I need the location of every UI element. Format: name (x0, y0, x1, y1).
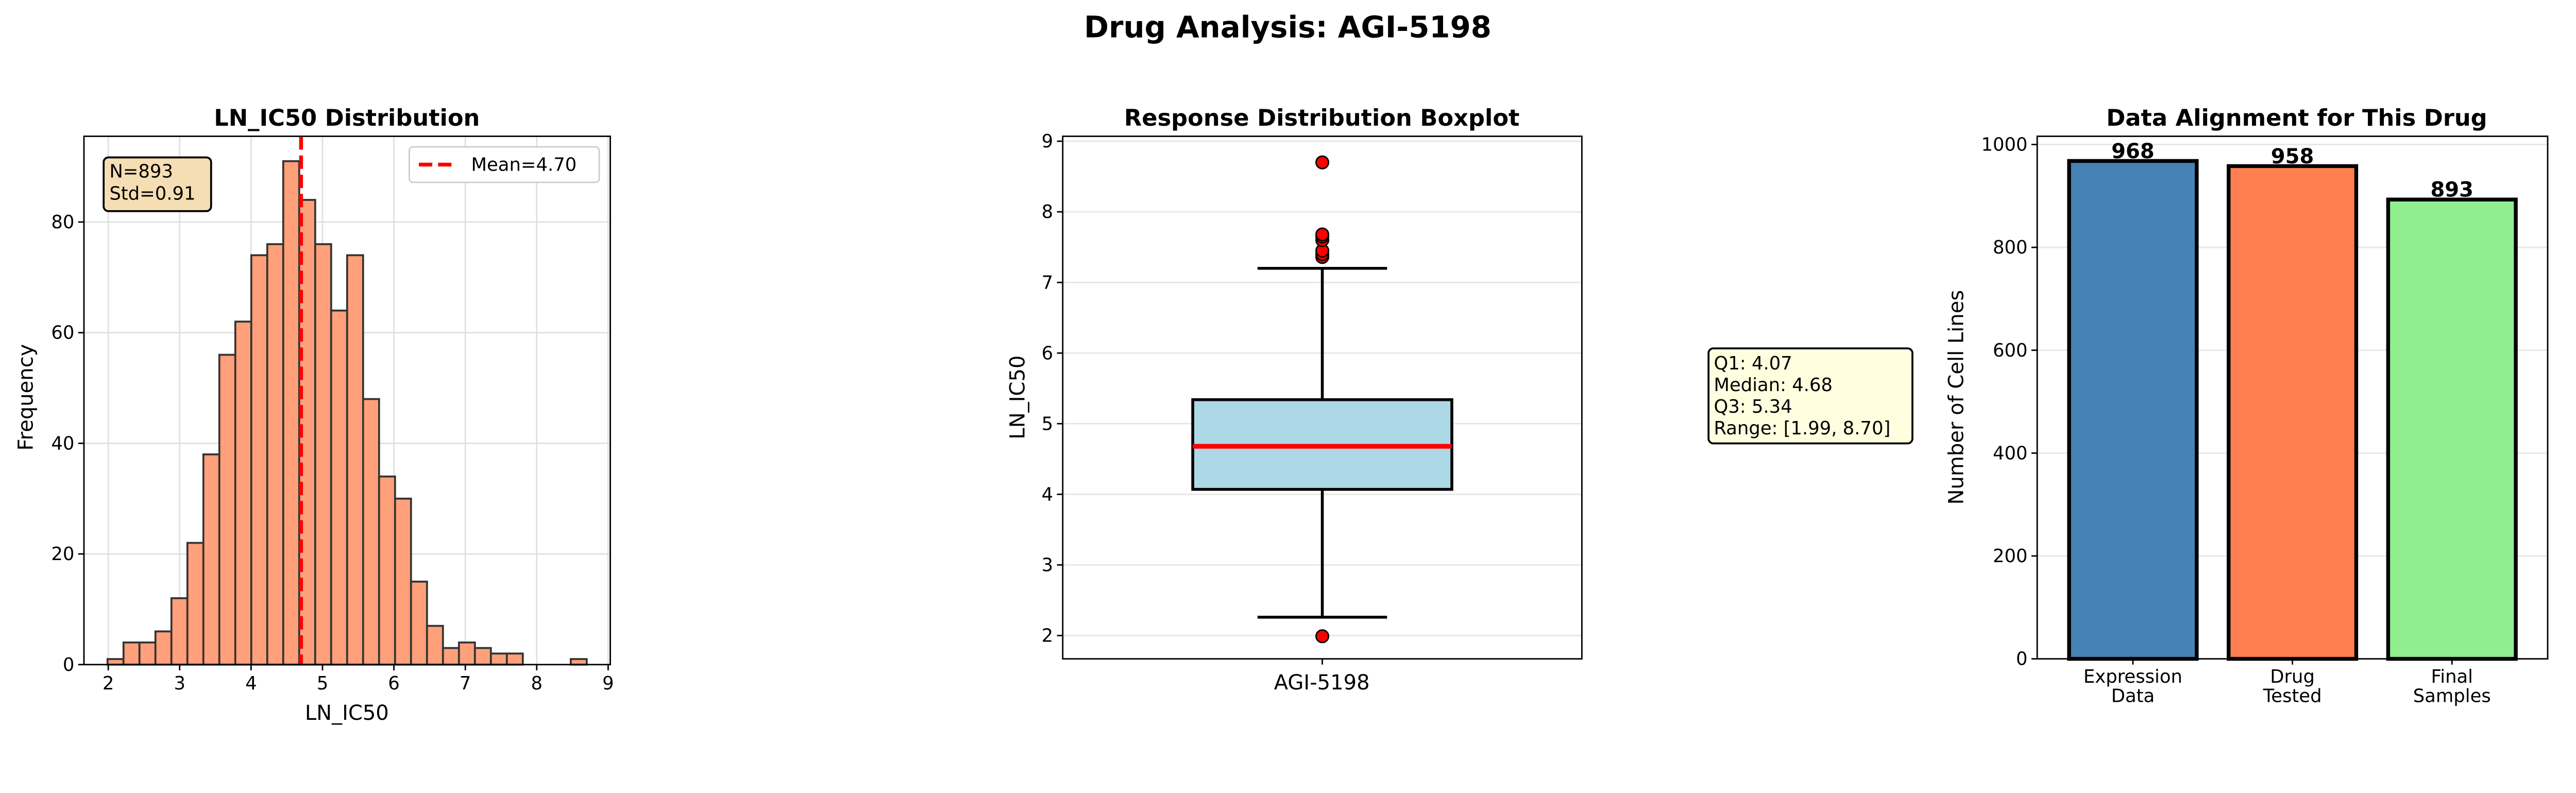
histogram-bar (266, 243, 284, 666)
boxplot-title: Response Distribution Boxplot (1124, 105, 1520, 131)
bar-ylabel: Number of Cell Lines (1945, 290, 1969, 505)
x-tick-label: 7 (460, 673, 471, 694)
histogram-bar (154, 630, 173, 666)
stats-annotation-text: Range: [1.99, 8.70] (1714, 418, 1890, 439)
stats-annotation-text: Q1: 4.07 (1714, 353, 1792, 374)
x-tick-label: 8 (531, 673, 543, 694)
stats-annotation-text: Median: 4.68 (1714, 375, 1833, 396)
y-tick-label: 9 (1042, 131, 1054, 152)
x-tick-label: Data (2111, 685, 2155, 706)
histogram-bar (234, 320, 252, 666)
histogram-bar (170, 597, 189, 666)
x-tick-label: Tested (2263, 685, 2322, 706)
y-tick-label: 6 (1042, 343, 1054, 364)
axes-frame (1062, 136, 1583, 660)
histogram-bar (330, 309, 348, 666)
histogram-bar (473, 647, 492, 666)
x-tick-label: 3 (174, 673, 185, 694)
x-tick-label: 2 (103, 673, 114, 694)
legend (408, 146, 600, 183)
stats-text: N=893 (109, 161, 173, 182)
histogram-ylabel: Frequency (14, 344, 38, 451)
stats-text: Std=0.91 (109, 183, 195, 204)
histogram-bar (394, 497, 412, 666)
histogram-bar (426, 625, 444, 666)
bar (2386, 197, 2518, 661)
x-tick-label: Samples (2413, 685, 2491, 706)
axes-frame (83, 136, 611, 666)
stats-box (103, 156, 212, 212)
x-tick-label: 5 (317, 673, 329, 694)
y-tick-label: 4 (1042, 484, 1054, 505)
histogram-bar (186, 542, 205, 666)
boxplot-panel: Response Distribution Boxplot LN_IC50 AG… (1006, 105, 1913, 695)
outlier-point (1315, 629, 1330, 644)
x-tick-label: 9 (602, 673, 614, 694)
x-tick-label: 6 (388, 673, 400, 694)
histogram-xlabel: LN_IC50 (305, 701, 389, 725)
y-tick-label: 40 (51, 433, 74, 454)
histogram-bar (218, 353, 236, 666)
x-tick-label: Final (2431, 666, 2473, 687)
x-tick-label: Drug (2270, 666, 2315, 687)
figure: Drug Analysis: AGI-5198 LN_IC50 Distribu… (14, 10, 2549, 725)
histogram-bar (122, 641, 141, 666)
y-tick-label: 400 (1993, 443, 2028, 464)
x-tick-label: Expression (2083, 666, 2182, 687)
y-tick-label: 0 (2016, 649, 2028, 670)
y-tick-label: 8 (1042, 201, 1054, 223)
y-tick-label: 20 (51, 544, 74, 565)
y-tick-label: 80 (51, 212, 74, 233)
histogram-bar (106, 658, 125, 666)
histogram-bar (442, 647, 460, 666)
y-tick-label: 0 (63, 654, 75, 676)
histogram-bar (505, 652, 524, 666)
legend-label: Mean=4.70 (471, 155, 577, 176)
histogram-bar (457, 641, 476, 666)
axes-frame (2036, 136, 2549, 660)
bar (2227, 164, 2359, 661)
histogram-bar (282, 160, 300, 666)
histogram-bar (489, 652, 508, 666)
bar-panel: Data Alignment for This Drug Number of C… (1945, 105, 2549, 706)
bar (2067, 159, 2199, 661)
bar-value-label: 893 (2430, 178, 2473, 202)
y-tick-label: 1000 (1981, 134, 2027, 156)
y-tick-label: 60 (51, 323, 74, 344)
boxplot-category-label: AGI-5198 (1274, 671, 1370, 695)
y-tick-label: 5 (1042, 413, 1054, 434)
outlier-point (1315, 155, 1330, 170)
histogram-bar (202, 453, 221, 666)
histogram-bar (378, 475, 396, 666)
histogram-title: LN_IC50 Distribution (214, 105, 480, 131)
boxplot-ylabel: LN_IC50 (1006, 356, 1029, 440)
y-tick-label: 7 (1042, 272, 1054, 293)
y-tick-label: 3 (1042, 554, 1054, 576)
y-tick-label: 600 (1993, 340, 2028, 361)
x-tick-label: 4 (245, 673, 257, 694)
stats-annotation-box (1707, 347, 1913, 445)
histogram-bar (362, 398, 380, 666)
histogram-bar (314, 243, 332, 666)
y-tick-label: 2 (1042, 626, 1054, 647)
stats-annotation-text: Q3: 5.34 (1714, 396, 1792, 417)
histogram-bar (138, 641, 157, 666)
outlier-point (1315, 227, 1330, 242)
figure-title: Drug Analysis: AGI-5198 (1084, 10, 1492, 45)
histogram-panel: LN_IC50 Distribution LN_IC50 Frequency 2… (14, 105, 614, 725)
histogram-bar (569, 658, 588, 666)
y-tick-label: 200 (1993, 546, 2028, 567)
histogram-bar (250, 254, 268, 666)
histogram-bar (410, 580, 428, 666)
bar-value-label: 958 (2271, 145, 2314, 168)
bar-title: Data Alignment for This Drug (2106, 105, 2487, 131)
histogram-bar (346, 254, 364, 666)
y-tick-label: 800 (1993, 237, 2028, 258)
bar-value-label: 968 (2111, 140, 2155, 163)
